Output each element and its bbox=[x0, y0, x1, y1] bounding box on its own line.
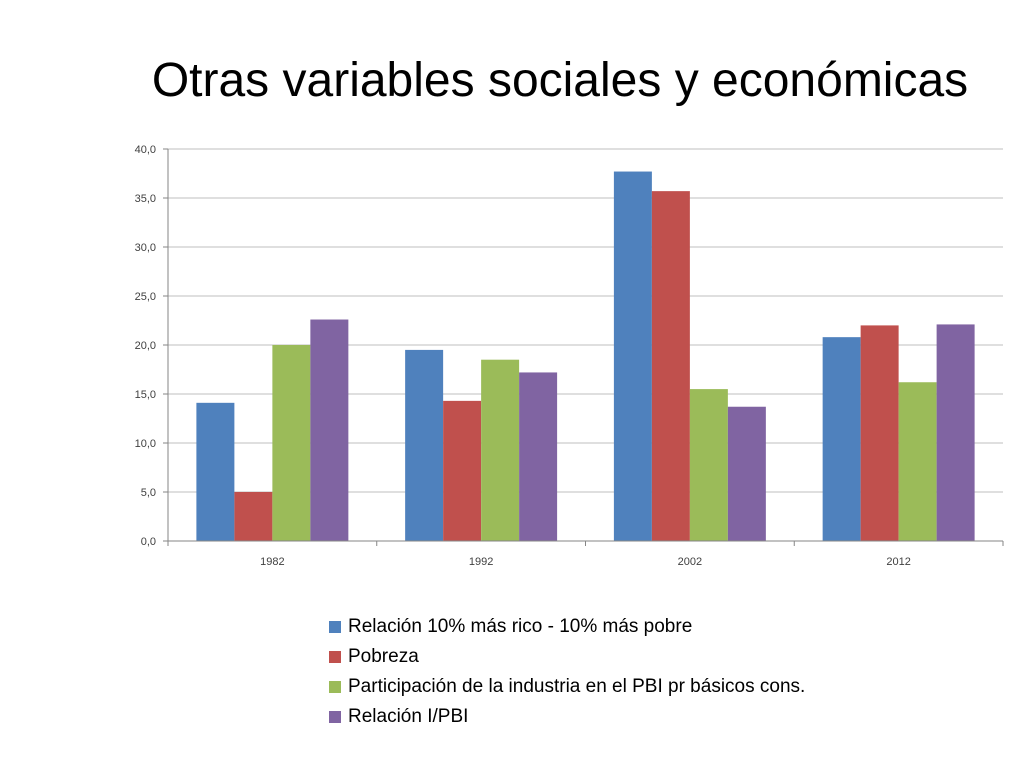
x-tick-label: 1992 bbox=[469, 556, 493, 568]
x-tick-label: 1982 bbox=[260, 556, 284, 568]
legend-swatch bbox=[329, 681, 341, 693]
y-tick-label: 25,0 bbox=[135, 291, 156, 303]
y-tick-label: 0,0 bbox=[141, 536, 156, 548]
bar bbox=[822, 337, 861, 541]
bar bbox=[727, 406, 766, 541]
bar bbox=[613, 171, 652, 542]
legend-swatch bbox=[329, 621, 341, 633]
bar bbox=[443, 400, 482, 541]
bar bbox=[651, 191, 690, 541]
bar bbox=[860, 325, 899, 541]
bar bbox=[405, 349, 444, 541]
legend-item: Relación 10% más rico - 10% más pobre bbox=[329, 612, 805, 642]
y-tick-label: 5,0 bbox=[141, 487, 156, 499]
legend-item: Relación I/PBI bbox=[329, 702, 805, 732]
legend-swatch bbox=[329, 651, 341, 663]
bar bbox=[689, 389, 728, 541]
slide-title: Otras variables sociales y económicas bbox=[151, 54, 969, 107]
y-tick-label: 20,0 bbox=[135, 340, 156, 352]
y-tick-label: 30,0 bbox=[135, 242, 156, 254]
legend-item: Pobreza bbox=[329, 642, 805, 672]
legend-label: Relación I/PBI bbox=[348, 706, 469, 727]
y-tick-label: 15,0 bbox=[135, 389, 156, 401]
y-tick-label: 40,0 bbox=[135, 144, 156, 156]
axes: 0,0 5,0 10,0 15,0 20,0 25,0 30,0 35,0 40,0 1982 19… bbox=[135, 144, 1004, 568]
bar bbox=[481, 359, 520, 541]
bar bbox=[310, 319, 349, 541]
bar bbox=[898, 382, 937, 541]
bar bbox=[272, 345, 311, 541]
legend-label: Participación de la industria en el PBI … bbox=[348, 676, 806, 697]
legend-label: Relación 10% más rico - 10% más pobre bbox=[348, 616, 693, 637]
legend-item: Participación de la industria en el PBI … bbox=[329, 672, 805, 702]
x-tick-label: 2002 bbox=[678, 556, 702, 568]
y-tick-label: 35,0 bbox=[135, 193, 156, 205]
bar bbox=[519, 372, 558, 541]
legend: Relación 10% más rico - 10% más pobre Po… bbox=[329, 612, 805, 732]
y-tick-label: 10,0 bbox=[135, 438, 156, 450]
legend-swatch bbox=[329, 711, 341, 723]
bar bbox=[234, 492, 273, 541]
bar-chart: 0,0 5,0 10,0 15,0 20,0 25,0 30,0 35,0 40,0 1982 19… bbox=[135, 144, 1004, 568]
x-tick-label: 2012 bbox=[886, 556, 910, 568]
bar bbox=[196, 402, 235, 541]
bars bbox=[196, 171, 975, 542]
bar bbox=[936, 324, 975, 541]
legend-label: Pobreza bbox=[348, 646, 419, 667]
